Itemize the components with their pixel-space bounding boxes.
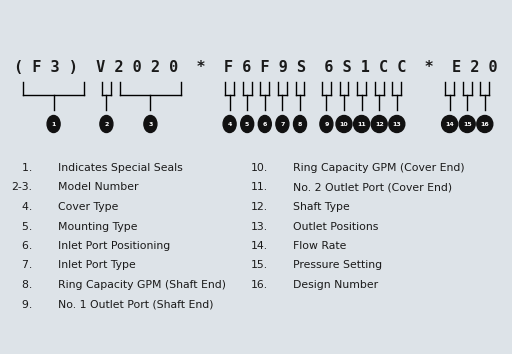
Text: 7.: 7.	[15, 261, 32, 270]
Text: No. 1 Outlet Port (Shaft End): No. 1 Outlet Port (Shaft End)	[58, 299, 214, 309]
Ellipse shape	[258, 115, 271, 132]
Text: 4.: 4.	[15, 202, 32, 212]
Text: 13: 13	[392, 121, 401, 126]
Text: 9: 9	[324, 121, 329, 126]
Text: 16.: 16.	[251, 280, 268, 290]
Ellipse shape	[276, 115, 289, 132]
Text: Design Number: Design Number	[293, 280, 378, 290]
Text: 13.: 13.	[251, 222, 268, 232]
Ellipse shape	[389, 115, 405, 132]
Text: 11: 11	[357, 121, 366, 126]
Text: 12.: 12.	[251, 202, 268, 212]
Text: 15.: 15.	[251, 261, 268, 270]
Text: Inlet Port Positioning: Inlet Port Positioning	[58, 241, 170, 251]
Text: 1.: 1.	[15, 163, 32, 173]
Text: 11.: 11.	[251, 183, 268, 193]
Text: 7: 7	[280, 121, 285, 126]
Text: 16: 16	[480, 121, 489, 126]
Ellipse shape	[47, 115, 60, 132]
Text: 14: 14	[445, 121, 454, 126]
Text: 15: 15	[463, 121, 472, 126]
Text: 4: 4	[227, 121, 232, 126]
Text: 1: 1	[51, 121, 56, 126]
Ellipse shape	[354, 115, 370, 132]
Text: 10: 10	[339, 121, 348, 126]
Text: Mounting Type: Mounting Type	[58, 222, 138, 232]
Text: 14.: 14.	[251, 241, 268, 251]
Text: Ring Capacity GPM (Cover End): Ring Capacity GPM (Cover End)	[293, 163, 464, 173]
Text: Shaft Type: Shaft Type	[293, 202, 350, 212]
Text: 8: 8	[298, 121, 302, 126]
Text: Pressure Setting: Pressure Setting	[293, 261, 382, 270]
Text: No. 2 Outlet Port (Cover End): No. 2 Outlet Port (Cover End)	[293, 183, 452, 193]
Ellipse shape	[459, 115, 475, 132]
Text: 12: 12	[375, 121, 383, 126]
Text: 2-3.: 2-3.	[11, 183, 32, 193]
Text: Inlet Port Type: Inlet Port Type	[58, 261, 136, 270]
Text: Flow Rate: Flow Rate	[293, 241, 347, 251]
Text: Ring Capacity GPM (Shaft End): Ring Capacity GPM (Shaft End)	[58, 280, 226, 290]
Ellipse shape	[371, 115, 387, 132]
Ellipse shape	[144, 115, 157, 132]
Text: 5: 5	[245, 121, 249, 126]
Ellipse shape	[441, 115, 458, 132]
Text: 2: 2	[104, 121, 109, 126]
Text: ( F 3 )  V 2 0 2 0  *  F 6 F 9 S  6 S 1 C C  *  E 2 0: ( F 3 ) V 2 0 2 0 * F 6 F 9 S 6 S 1 C C …	[14, 61, 498, 75]
Text: 8.: 8.	[15, 280, 32, 290]
Ellipse shape	[223, 115, 236, 132]
Text: 3: 3	[148, 121, 153, 126]
Text: 9.: 9.	[15, 299, 32, 309]
Text: 6: 6	[263, 121, 267, 126]
Text: Outlet Positions: Outlet Positions	[293, 222, 378, 232]
Text: 5.: 5.	[15, 222, 32, 232]
Ellipse shape	[477, 115, 493, 132]
Text: 6.: 6.	[15, 241, 32, 251]
Text: Indicates Special Seals: Indicates Special Seals	[58, 163, 183, 173]
Text: Cover Type: Cover Type	[58, 202, 118, 212]
Text: Model Number: Model Number	[58, 183, 139, 193]
Ellipse shape	[293, 115, 307, 132]
Ellipse shape	[320, 115, 333, 132]
Ellipse shape	[241, 115, 254, 132]
Ellipse shape	[336, 115, 352, 132]
Text: 10.: 10.	[251, 163, 268, 173]
Ellipse shape	[100, 115, 113, 132]
